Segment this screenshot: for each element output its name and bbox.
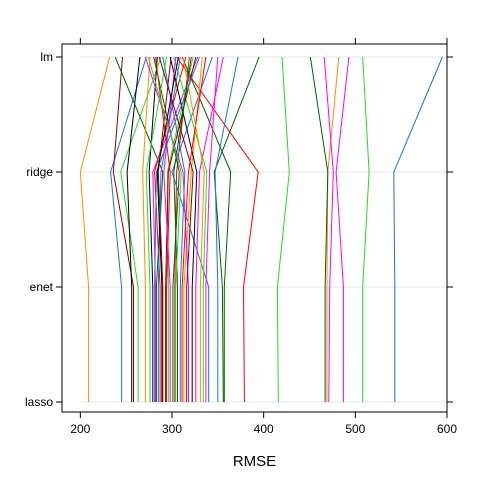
- series-line-42: [155, 56, 171, 402]
- series-line-6: [276, 56, 290, 403]
- category-gridlines: [80, 56, 447, 403]
- series-line-17: [152, 56, 199, 402]
- series-line-43: [156, 56, 179, 402]
- series-line-24: [148, 56, 158, 402]
- series-line-15: [126, 56, 141, 402]
- series-line-34: [169, 56, 198, 402]
- y-tick-label-ridge: ridge: [26, 165, 53, 179]
- series-line-25: [162, 56, 186, 402]
- series-line-10: [176, 56, 259, 403]
- series-line-40: [154, 56, 200, 402]
- y-tick-label-lasso: lasso: [25, 395, 53, 409]
- series-line-7: [323, 56, 334, 403]
- series-lines: [79, 56, 443, 403]
- plot-panel-border: [61, 43, 448, 413]
- series-line-45: [205, 56, 219, 402]
- x-tick-label: 200: [70, 422, 90, 436]
- y-tick-label-enet: enet: [30, 280, 54, 294]
- series-line-5: [362, 56, 370, 402]
- series-line-11: [214, 56, 239, 402]
- series-line-1: [393, 56, 443, 402]
- y-axis: lm ridge enet lasso: [25, 50, 453, 409]
- y-tick-label-lm: lm: [40, 50, 53, 64]
- series-line-12: [110, 56, 147, 402]
- series-line-35: [181, 56, 207, 402]
- x-axis: 200 300 400 500 600: [70, 38, 457, 436]
- series-line-4: [335, 56, 350, 402]
- x-tick-label: 400: [254, 422, 274, 436]
- series-line-44: [147, 56, 182, 402]
- series-line-26: [195, 56, 224, 402]
- x-tick-label: 300: [162, 422, 182, 436]
- series-line-8: [309, 56, 329, 402]
- x-tick-label: 600: [437, 422, 457, 436]
- series-line-37: [182, 56, 205, 402]
- series-line-36: [145, 56, 167, 402]
- x-tick-label: 500: [345, 422, 365, 436]
- series-line-2: [79, 56, 111, 402]
- series-line-9: [213, 56, 260, 403]
- series-line-28: [142, 56, 151, 402]
- series-line-13: [112, 56, 134, 402]
- series-line-38: [158, 56, 194, 402]
- series-line-41: [173, 56, 192, 402]
- series-line-29: [173, 56, 208, 402]
- series-line-3: [326, 56, 340, 402]
- x-axis-title: RMSE: [233, 453, 276, 470]
- series-line-39: [163, 56, 177, 402]
- series-line-19: [181, 56, 232, 402]
